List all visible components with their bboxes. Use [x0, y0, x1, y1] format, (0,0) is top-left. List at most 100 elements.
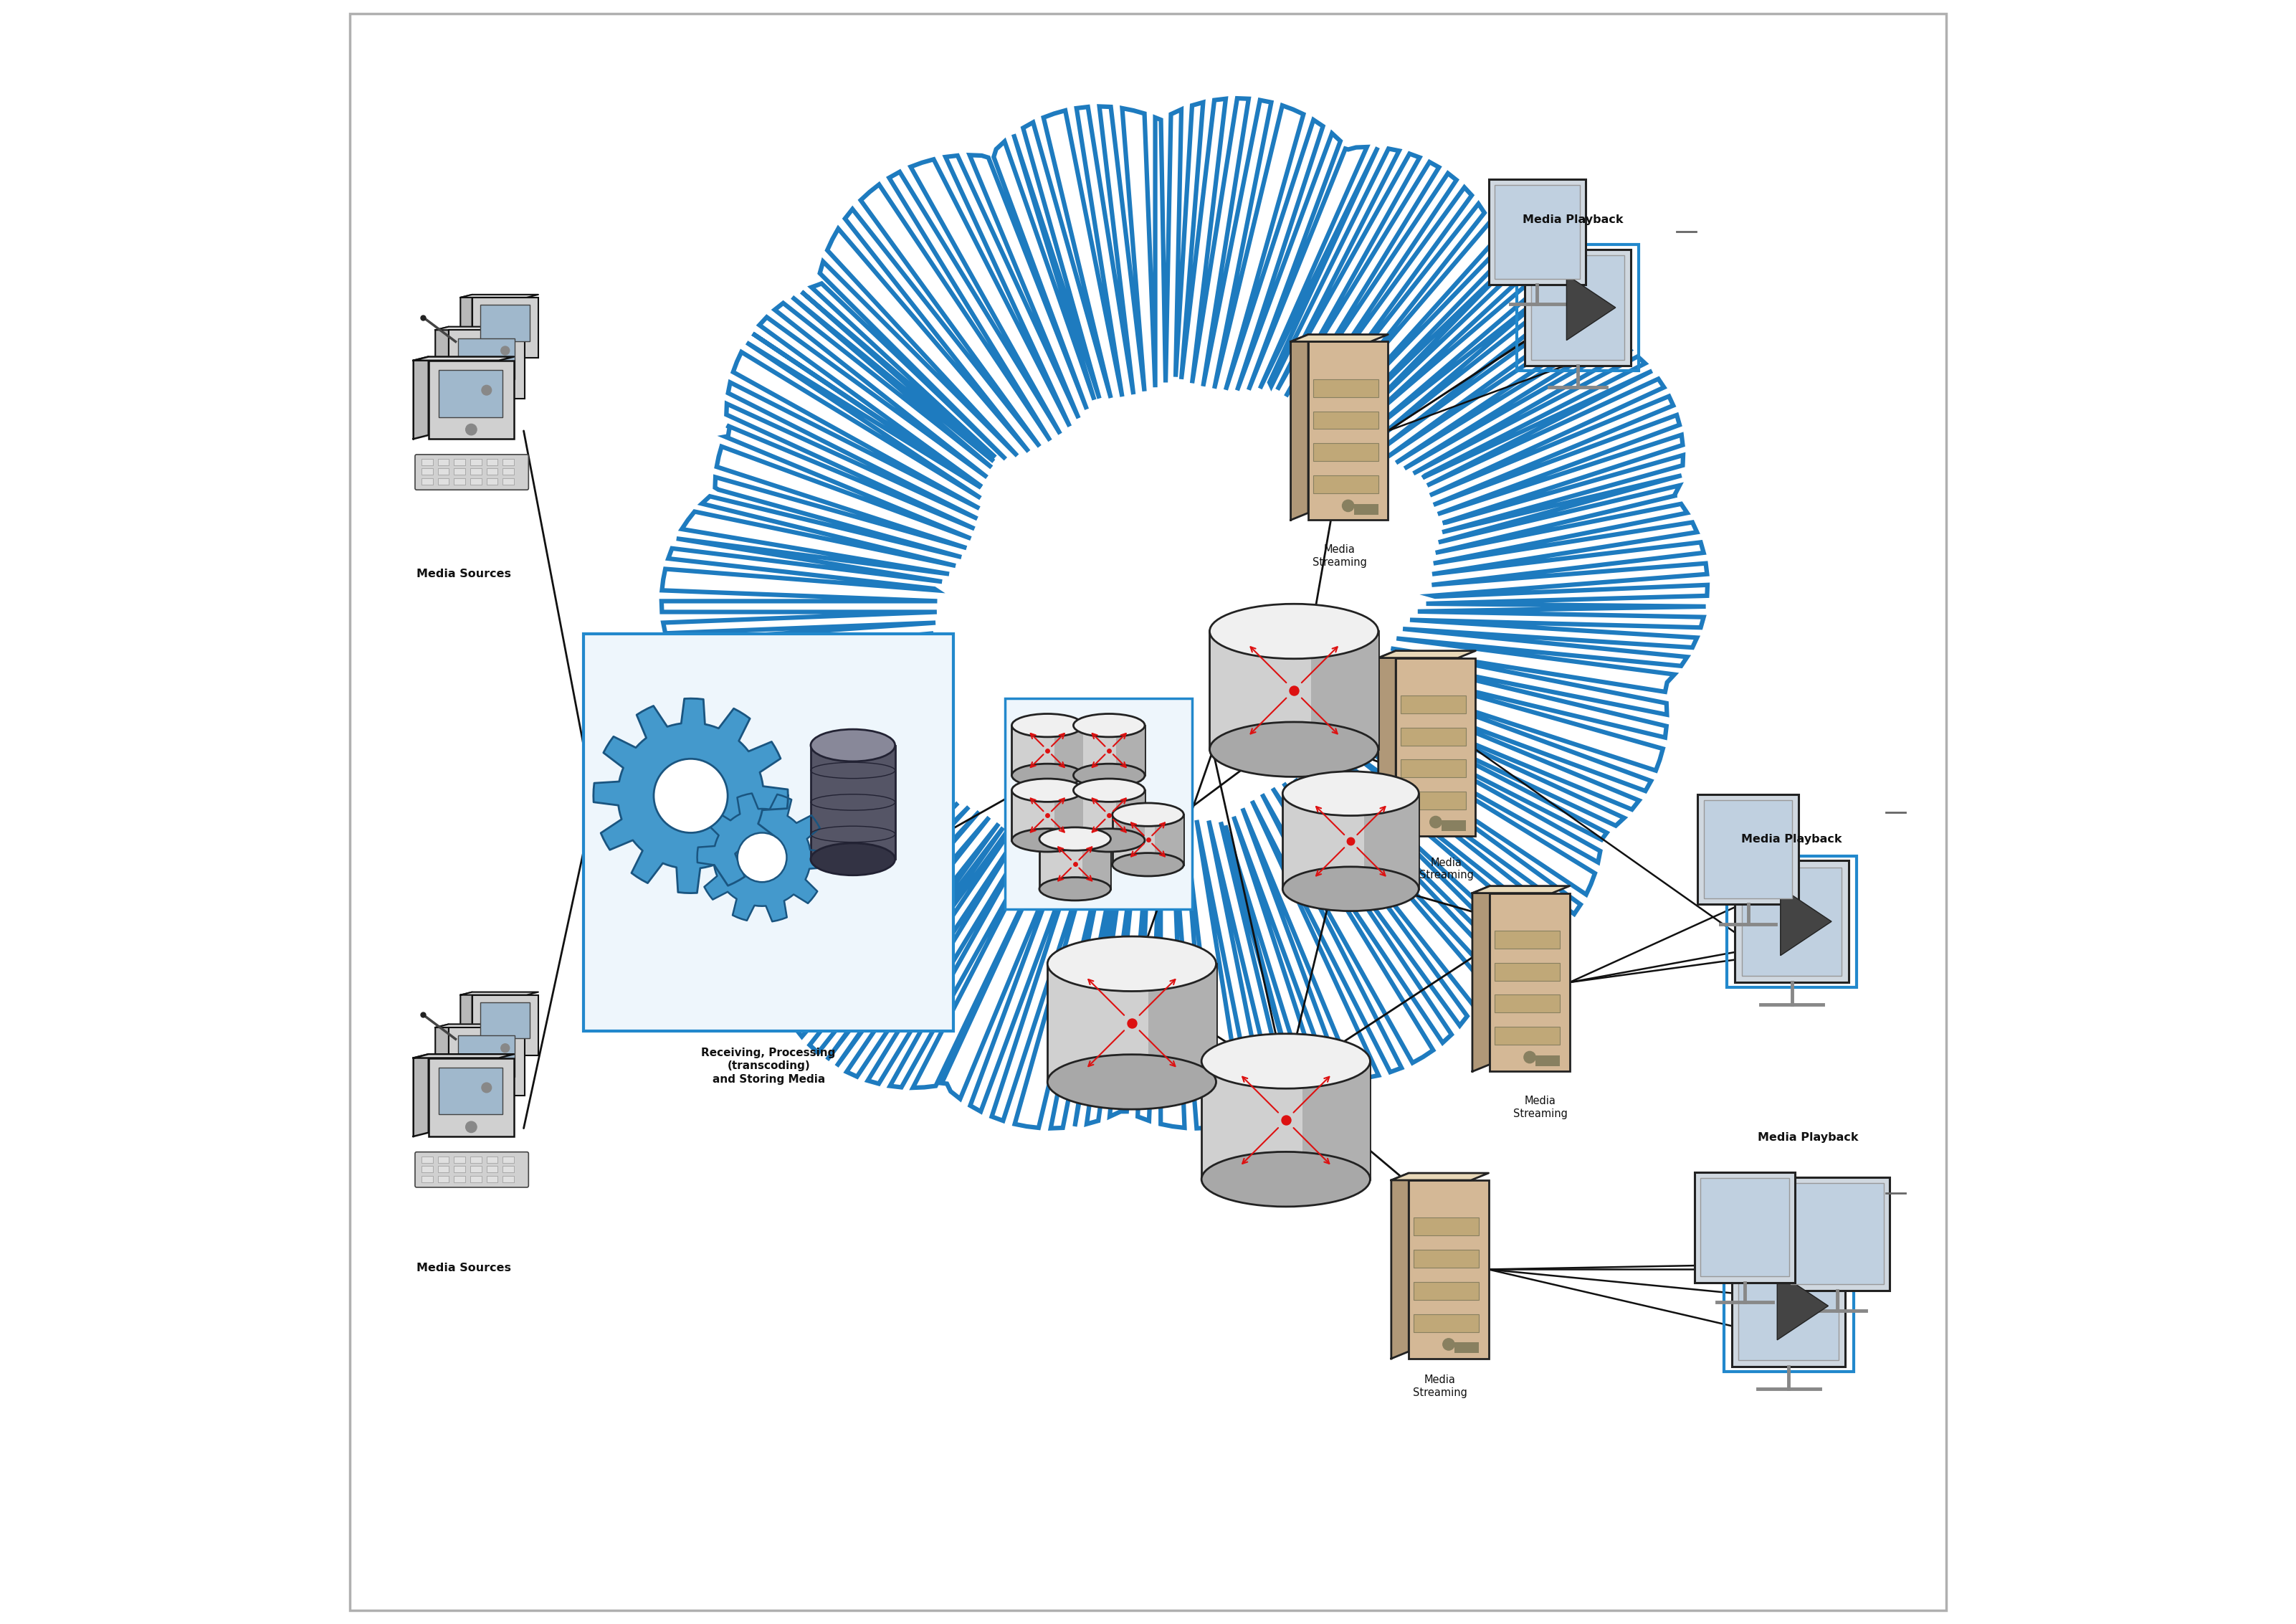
- Circle shape: [501, 1044, 510, 1052]
- FancyBboxPatch shape: [1495, 996, 1559, 1013]
- FancyBboxPatch shape: [1536, 1056, 1559, 1067]
- Ellipse shape: [1111, 802, 1185, 827]
- FancyBboxPatch shape: [1013, 726, 1084, 775]
- FancyBboxPatch shape: [503, 1166, 514, 1173]
- Polygon shape: [461, 992, 537, 996]
- FancyBboxPatch shape: [422, 1166, 434, 1173]
- Circle shape: [1525, 1051, 1536, 1064]
- FancyBboxPatch shape: [1111, 815, 1185, 864]
- Circle shape: [960, 112, 1240, 393]
- Ellipse shape: [1013, 763, 1084, 788]
- Polygon shape: [1566, 274, 1616, 341]
- FancyBboxPatch shape: [1414, 1314, 1479, 1332]
- Polygon shape: [1777, 1272, 1828, 1340]
- Circle shape: [1228, 148, 1504, 422]
- FancyBboxPatch shape: [1401, 728, 1467, 745]
- FancyBboxPatch shape: [439, 477, 450, 484]
- FancyBboxPatch shape: [429, 361, 514, 438]
- Circle shape: [1428, 331, 1678, 580]
- Text: Media
Streaming: Media Streaming: [1419, 857, 1474, 880]
- FancyBboxPatch shape: [1313, 411, 1378, 429]
- Circle shape: [1375, 568, 1667, 861]
- FancyBboxPatch shape: [503, 477, 514, 484]
- FancyBboxPatch shape: [583, 633, 953, 1031]
- Ellipse shape: [1201, 1034, 1371, 1088]
- Polygon shape: [413, 357, 429, 438]
- FancyBboxPatch shape: [439, 1166, 450, 1173]
- Text: Media Playback: Media Playback: [1522, 214, 1623, 224]
- Circle shape: [1194, 778, 1490, 1073]
- Polygon shape: [1290, 335, 1389, 341]
- FancyBboxPatch shape: [480, 1002, 530, 1038]
- Circle shape: [1316, 689, 1596, 968]
- FancyBboxPatch shape: [471, 1156, 482, 1163]
- FancyBboxPatch shape: [422, 1156, 434, 1163]
- Ellipse shape: [1013, 828, 1084, 853]
- FancyBboxPatch shape: [422, 458, 434, 464]
- FancyBboxPatch shape: [487, 477, 498, 484]
- FancyBboxPatch shape: [1410, 1181, 1488, 1359]
- Circle shape: [1442, 1338, 1453, 1350]
- FancyBboxPatch shape: [1414, 1218, 1479, 1236]
- Polygon shape: [436, 326, 523, 330]
- FancyBboxPatch shape: [503, 1156, 514, 1163]
- Circle shape: [1311, 682, 1603, 974]
- Text: Media Sources: Media Sources: [416, 1263, 512, 1273]
- Circle shape: [1091, 99, 1382, 390]
- Polygon shape: [1391, 1173, 1410, 1359]
- FancyBboxPatch shape: [1401, 793, 1467, 810]
- FancyBboxPatch shape: [1313, 378, 1378, 396]
- Ellipse shape: [1075, 715, 1146, 737]
- FancyBboxPatch shape: [1309, 341, 1389, 520]
- FancyBboxPatch shape: [439, 1067, 503, 1114]
- Circle shape: [1424, 325, 1683, 585]
- Ellipse shape: [1201, 1151, 1371, 1207]
- FancyBboxPatch shape: [351, 15, 1945, 1609]
- Circle shape: [666, 718, 951, 1004]
- FancyBboxPatch shape: [1495, 1026, 1559, 1044]
- Circle shape: [1380, 575, 1660, 854]
- Circle shape: [670, 724, 944, 997]
- FancyBboxPatch shape: [1013, 791, 1084, 840]
- Text: Media
Streaming: Media Streaming: [1311, 544, 1366, 568]
- Ellipse shape: [1075, 828, 1146, 853]
- FancyBboxPatch shape: [1075, 726, 1146, 775]
- FancyBboxPatch shape: [439, 458, 450, 464]
- Polygon shape: [1378, 651, 1396, 836]
- FancyBboxPatch shape: [471, 458, 482, 464]
- Ellipse shape: [1040, 877, 1111, 900]
- Circle shape: [721, 361, 976, 615]
- FancyBboxPatch shape: [1081, 840, 1111, 888]
- FancyBboxPatch shape: [1401, 760, 1467, 778]
- Ellipse shape: [1210, 604, 1378, 659]
- FancyBboxPatch shape: [1495, 963, 1559, 981]
- FancyBboxPatch shape: [422, 468, 434, 474]
- FancyBboxPatch shape: [1453, 1343, 1479, 1353]
- FancyBboxPatch shape: [1283, 794, 1419, 888]
- FancyBboxPatch shape: [455, 1176, 466, 1182]
- Circle shape: [1430, 817, 1442, 828]
- Circle shape: [1235, 153, 1499, 417]
- FancyBboxPatch shape: [455, 1156, 466, 1163]
- FancyBboxPatch shape: [439, 468, 450, 474]
- FancyBboxPatch shape: [1006, 698, 1192, 909]
- FancyBboxPatch shape: [448, 1028, 523, 1096]
- FancyBboxPatch shape: [1701, 1177, 1789, 1276]
- FancyBboxPatch shape: [1531, 255, 1623, 359]
- FancyBboxPatch shape: [503, 458, 514, 464]
- FancyBboxPatch shape: [1442, 820, 1465, 831]
- FancyBboxPatch shape: [487, 1156, 498, 1163]
- FancyBboxPatch shape: [480, 305, 530, 341]
- Polygon shape: [461, 294, 473, 357]
- FancyBboxPatch shape: [473, 996, 537, 1056]
- Text: Media Playback: Media Playback: [1759, 1132, 1857, 1143]
- Circle shape: [953, 107, 1244, 398]
- FancyBboxPatch shape: [471, 1166, 482, 1173]
- Text: Media Playback: Media Playback: [1740, 833, 1841, 844]
- Circle shape: [501, 346, 510, 356]
- FancyBboxPatch shape: [1155, 815, 1185, 864]
- FancyBboxPatch shape: [1210, 632, 1378, 749]
- FancyBboxPatch shape: [1313, 443, 1378, 461]
- Circle shape: [1049, 827, 1345, 1122]
- FancyBboxPatch shape: [1311, 632, 1378, 749]
